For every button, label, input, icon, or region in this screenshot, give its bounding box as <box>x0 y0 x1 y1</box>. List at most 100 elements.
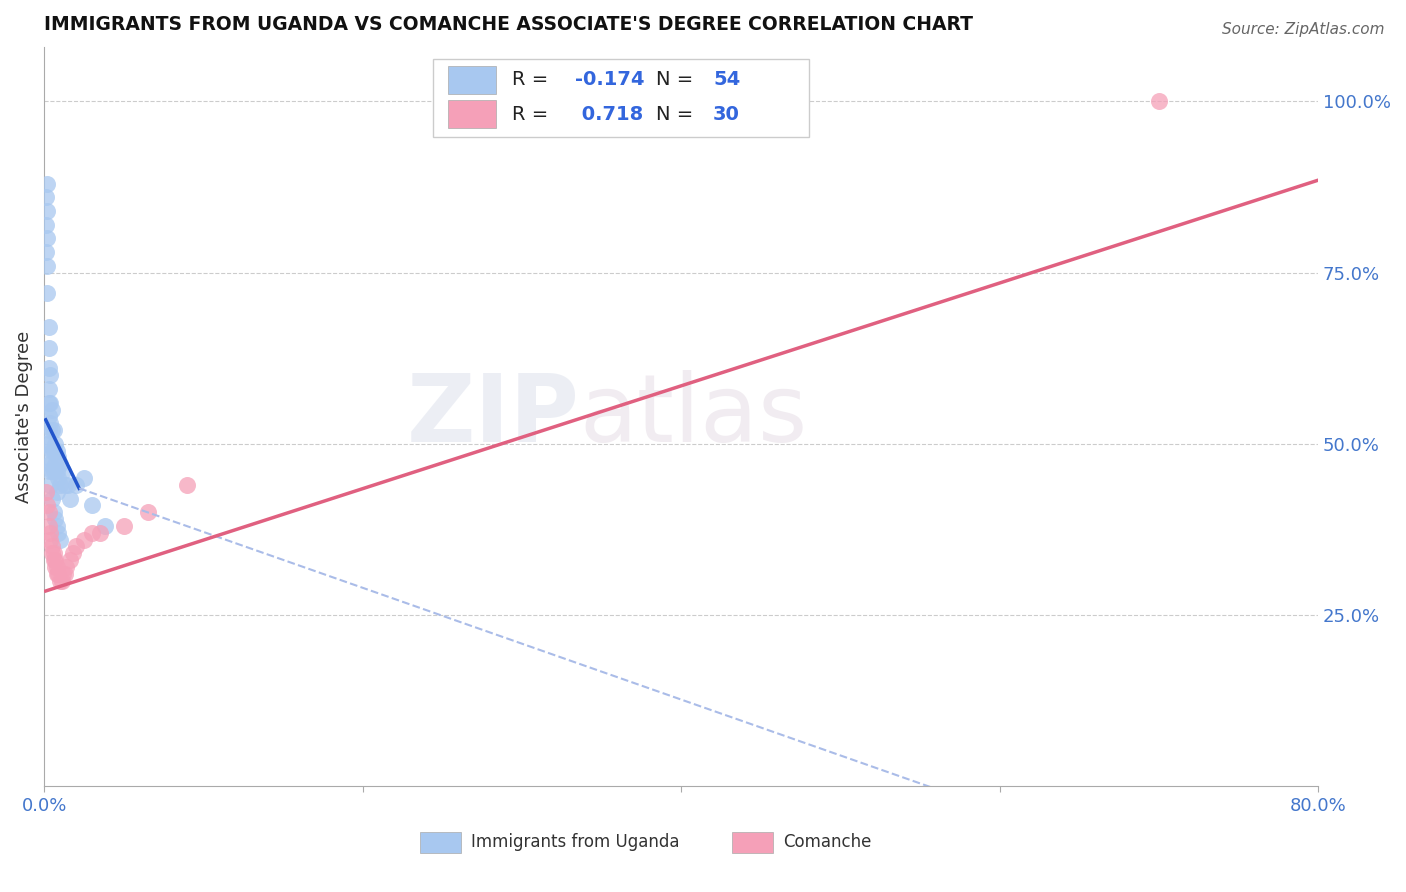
Text: 0.718: 0.718 <box>575 105 644 124</box>
Point <box>62 546 84 560</box>
Point <box>42 546 65 560</box>
Point <box>35 218 58 232</box>
Point <box>49 478 72 492</box>
Point <box>52 566 75 581</box>
Point <box>39 525 62 540</box>
Point <box>39 437 62 451</box>
Point <box>45 560 67 574</box>
Text: atlas: atlas <box>579 370 807 462</box>
Point <box>42 464 65 478</box>
Point <box>44 560 66 574</box>
Point <box>38 361 60 376</box>
Point <box>41 464 63 478</box>
Point <box>37 259 59 273</box>
Point <box>38 320 60 334</box>
Point <box>41 546 63 560</box>
Point <box>41 540 63 554</box>
Point <box>80 525 103 540</box>
Point <box>53 566 76 581</box>
Point <box>37 177 59 191</box>
Point <box>37 231 59 245</box>
Point <box>45 464 67 478</box>
Point <box>1147 95 1170 109</box>
Y-axis label: Associate's Degree: Associate's Degree <box>15 330 32 502</box>
Text: 30: 30 <box>713 105 740 124</box>
Text: Source: ZipAtlas.com: Source: ZipAtlas.com <box>1222 22 1385 37</box>
Point <box>65 478 87 492</box>
Point <box>51 574 73 588</box>
Point <box>89 525 111 540</box>
Text: -0.174: -0.174 <box>575 70 645 89</box>
Point <box>176 478 198 492</box>
FancyBboxPatch shape <box>449 100 496 128</box>
Point <box>49 533 72 547</box>
Point <box>39 368 62 383</box>
Point <box>52 464 75 478</box>
Point <box>38 395 60 409</box>
Point <box>41 443 63 458</box>
Point <box>48 450 70 465</box>
Point <box>41 423 63 437</box>
Point <box>38 464 60 478</box>
Point <box>41 491 63 506</box>
Point <box>35 437 58 451</box>
Point <box>37 499 59 513</box>
FancyBboxPatch shape <box>420 832 461 853</box>
Point <box>38 423 60 437</box>
Point <box>44 512 66 526</box>
Text: N =: N = <box>655 70 699 89</box>
Point <box>73 471 96 485</box>
Point <box>39 478 62 492</box>
Point <box>112 519 135 533</box>
Point <box>48 471 70 485</box>
Point <box>58 553 80 567</box>
Point <box>42 553 65 567</box>
FancyBboxPatch shape <box>733 832 773 853</box>
Point <box>38 409 60 424</box>
Point <box>42 443 65 458</box>
Point <box>38 382 60 396</box>
Point <box>136 505 159 519</box>
Point <box>48 525 70 540</box>
Text: Comanche: Comanche <box>783 832 872 851</box>
Text: R =: R = <box>512 105 554 124</box>
Point <box>38 505 60 519</box>
Point <box>48 566 70 581</box>
Point <box>55 560 77 574</box>
Point <box>38 341 60 355</box>
Point <box>39 416 62 430</box>
Point <box>45 519 67 533</box>
Point <box>73 533 96 547</box>
Point <box>49 458 72 472</box>
Point <box>39 395 62 409</box>
Text: R =: R = <box>512 70 554 89</box>
Point <box>56 478 79 492</box>
Point <box>45 566 67 581</box>
Point <box>44 458 66 472</box>
Point <box>35 245 58 260</box>
Point <box>37 204 59 219</box>
Point <box>49 574 72 588</box>
Text: N =: N = <box>655 105 699 124</box>
Text: ZIP: ZIP <box>406 370 579 462</box>
Point <box>41 402 63 417</box>
Point <box>37 286 59 301</box>
Point <box>93 519 115 533</box>
Point <box>35 484 58 499</box>
Point <box>39 533 62 547</box>
Point <box>58 491 80 506</box>
Point <box>45 484 67 499</box>
Text: 54: 54 <box>713 70 740 89</box>
Point <box>53 478 76 492</box>
FancyBboxPatch shape <box>433 59 808 136</box>
Point <box>35 190 58 204</box>
Point <box>39 458 62 472</box>
FancyBboxPatch shape <box>449 66 496 94</box>
Text: Immigrants from Uganda: Immigrants from Uganda <box>471 832 679 851</box>
Point <box>65 540 87 554</box>
Point <box>44 553 66 567</box>
Point <box>80 499 103 513</box>
Point <box>44 437 66 451</box>
Point <box>42 423 65 437</box>
Text: IMMIGRANTS FROM UGANDA VS COMANCHE ASSOCIATE'S DEGREE CORRELATION CHART: IMMIGRANTS FROM UGANDA VS COMANCHE ASSOC… <box>44 15 973 34</box>
